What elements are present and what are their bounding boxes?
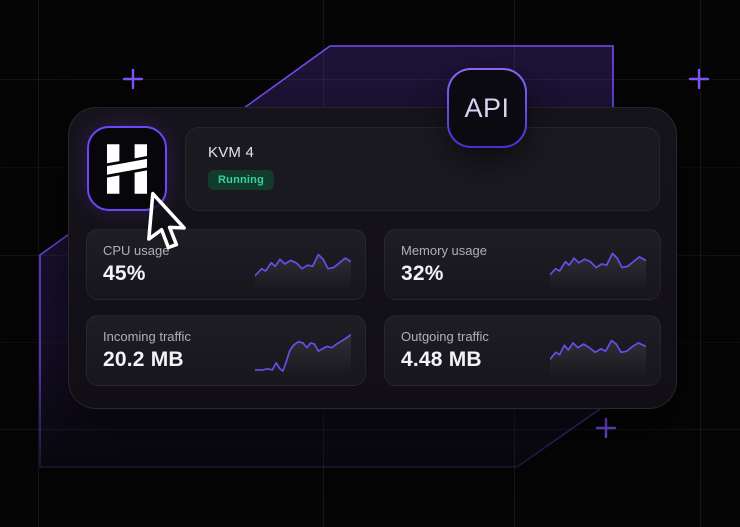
api-badge-label: API (449, 70, 525, 146)
metric-label: CPU usage (103, 243, 170, 258)
metric-value: 32% (401, 262, 444, 285)
plus-markers (122, 68, 710, 439)
metric-card-memory: Memory usage 32% (384, 229, 661, 300)
plus-marker-top-right (688, 68, 710, 90)
sparkline-chart-incoming (255, 330, 351, 377)
sparkline-chart-outgoing (550, 330, 646, 377)
hostinger-logo-icon (107, 143, 147, 194)
plus-marker-top-left (122, 68, 144, 90)
metric-label: Incoming traffic (103, 329, 191, 344)
metric-value: 20.2 MB (103, 348, 184, 371)
metric-value: 4.48 MB (401, 348, 482, 371)
server-name: KVM 4 (208, 144, 255, 161)
metric-card-outgoing: Outgoing traffic 4.48 MB (384, 315, 661, 386)
server-info-panel: KVM 4 Running (185, 127, 660, 211)
metric-value: 45% (103, 262, 146, 285)
plus-marker-bottom (595, 417, 617, 439)
metrics-grid: CPU usage 45% Memory usage 32% Incoming … (86, 229, 661, 386)
sparkline-chart-memory (550, 244, 646, 291)
metric-label: Memory usage (401, 243, 487, 258)
metric-card-incoming: Incoming traffic 20.2 MB (86, 315, 366, 386)
api-badge[interactable]: API (447, 68, 527, 148)
metric-card-cpu: CPU usage 45% (86, 229, 366, 300)
metric-label: Outgoing traffic (401, 329, 489, 344)
sparkline-chart-cpu (255, 244, 351, 291)
vps-dashboard-card: KVM 4 Running CPU usage 45% Memory usage… (68, 107, 677, 409)
status-badge: Running (208, 170, 274, 190)
arrow-cursor-icon (147, 191, 186, 250)
